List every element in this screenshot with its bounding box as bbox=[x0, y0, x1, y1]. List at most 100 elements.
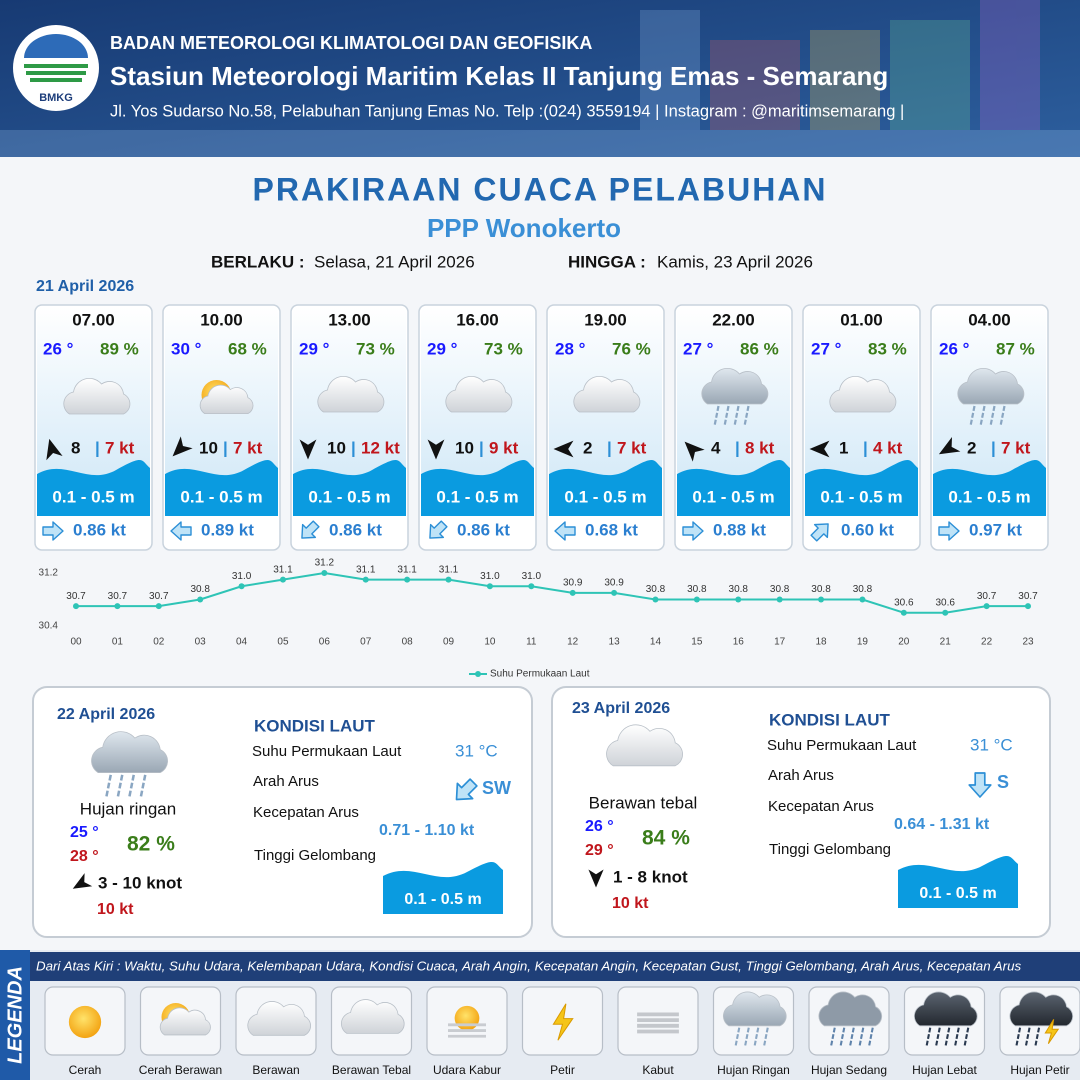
weather-icon bbox=[573, 375, 641, 413]
current-dir-label: Arah Arus bbox=[253, 773, 319, 790]
x-tick-label: 04 bbox=[236, 637, 248, 648]
sst-label: 31.0 bbox=[480, 571, 500, 582]
cloud bbox=[63, 377, 131, 415]
weather-icon bbox=[63, 377, 131, 415]
condition: Berawan tebal bbox=[589, 793, 698, 812]
current-speed: 0.86 kt bbox=[457, 520, 510, 539]
time: 04.00 bbox=[968, 310, 1011, 329]
sst-label: 30.8 bbox=[811, 584, 831, 595]
humidity: 86 % bbox=[740, 339, 779, 358]
rain bbox=[979, 405, 986, 427]
sst-label: 30.8 bbox=[687, 584, 707, 595]
weather-icon bbox=[957, 367, 1025, 427]
gust: 12 kt bbox=[361, 438, 400, 457]
sst-point bbox=[155, 603, 162, 610]
separator: | bbox=[95, 438, 100, 457]
rain bbox=[925, 1027, 932, 1047]
temperature: 30 ° bbox=[171, 339, 202, 358]
valid-to: Kamis, 23 April 2026 bbox=[657, 252, 813, 271]
rain bbox=[116, 774, 124, 799]
logo-land bbox=[24, 64, 88, 82]
x-tick-label: 16 bbox=[733, 637, 745, 648]
sst-label: 30.8 bbox=[729, 584, 749, 595]
sst-point bbox=[859, 596, 866, 603]
rain bbox=[104, 774, 112, 799]
wind-arrow bbox=[588, 869, 604, 888]
gust: 7 kt bbox=[233, 438, 263, 457]
sst-label: 30.7 bbox=[149, 591, 169, 602]
weather-icon bbox=[913, 991, 978, 1047]
humidity: 68 % bbox=[228, 339, 267, 358]
sea-title: KONDISI LAUT bbox=[769, 710, 891, 729]
legend-band bbox=[0, 950, 30, 1080]
weather-icon bbox=[722, 991, 787, 1047]
cloud bbox=[701, 367, 769, 405]
wave-band bbox=[549, 459, 662, 516]
gust: 9 kt bbox=[489, 438, 519, 457]
sst-label: 30.7 bbox=[977, 591, 997, 602]
current-arrow bbox=[682, 521, 704, 541]
sst-point bbox=[362, 576, 369, 583]
temperature: 26 ° bbox=[43, 339, 74, 358]
x-tick-label: 21 bbox=[940, 637, 952, 648]
current-speed: 0.86 kt bbox=[73, 520, 126, 539]
weather-icon bbox=[317, 375, 385, 413]
x-tick-label: 05 bbox=[277, 637, 289, 648]
sst-point bbox=[942, 609, 949, 616]
sst-label: 31.0 bbox=[522, 571, 542, 582]
weather-icon bbox=[199, 380, 254, 414]
legend-item-label: Cerah Berawan bbox=[139, 1063, 222, 1077]
wind-speed: 1 bbox=[839, 438, 848, 457]
wave-label: Tinggi Gelombang bbox=[769, 841, 891, 858]
separator: | bbox=[863, 438, 868, 457]
weather-icon bbox=[340, 999, 405, 1034]
gust: 7 kt bbox=[105, 438, 135, 457]
sst-point bbox=[983, 603, 990, 610]
x-tick-label: 08 bbox=[402, 637, 414, 648]
x-tick-label: 02 bbox=[153, 637, 165, 648]
rain bbox=[934, 1027, 941, 1047]
station: Stasiun Meteorologi Maritim Kelas II Tan… bbox=[110, 61, 888, 91]
sst-point bbox=[776, 596, 783, 603]
wave-height: 0.1 - 0.5 m bbox=[692, 487, 774, 506]
sst-label: 30.8 bbox=[853, 584, 873, 595]
rain bbox=[733, 405, 740, 427]
sst-point bbox=[693, 596, 700, 603]
rain bbox=[1034, 1027, 1041, 1047]
condition: Hujan ringan bbox=[80, 799, 176, 818]
x-tick-label: 10 bbox=[484, 637, 496, 648]
rain bbox=[953, 1027, 960, 1047]
rain bbox=[127, 774, 135, 799]
wind-arrow bbox=[299, 439, 317, 460]
valid-to-label: HINGGA : bbox=[568, 252, 646, 271]
sst-label: 30.6 bbox=[894, 597, 914, 608]
weather-icon bbox=[159, 1003, 211, 1036]
sst-label: 31.1 bbox=[356, 564, 376, 575]
sst-point bbox=[404, 576, 411, 583]
sun bbox=[68, 1005, 102, 1039]
x-tick-label: 15 bbox=[691, 637, 703, 648]
sst-label: 31.2 bbox=[315, 558, 335, 569]
address: Jl. Yos Sudarso No.58, Pelabuhan Tanjung… bbox=[110, 102, 904, 120]
wave-height: 0.1 - 0.5 m bbox=[404, 891, 481, 908]
weather-icon bbox=[818, 991, 883, 1047]
sst-point bbox=[238, 583, 245, 590]
sst-label: 31.1 bbox=[397, 564, 417, 575]
sst-point bbox=[652, 596, 659, 603]
bolt bbox=[1044, 1019, 1060, 1044]
weather-icon bbox=[552, 1003, 574, 1041]
sst-point bbox=[611, 589, 618, 596]
cloud bbox=[606, 724, 683, 767]
wind-arrow bbox=[809, 440, 830, 458]
humidity: 84 % bbox=[642, 827, 690, 850]
sst-point bbox=[73, 603, 79, 610]
bolt bbox=[552, 1003, 574, 1041]
cloud bbox=[818, 991, 883, 1027]
cloud bbox=[91, 731, 168, 773]
cloud bbox=[317, 375, 385, 413]
weather-icon bbox=[1009, 991, 1074, 1047]
wind-arrow bbox=[46, 438, 63, 461]
cloud bbox=[247, 1001, 311, 1036]
logo-text: BMKG bbox=[39, 92, 73, 104]
